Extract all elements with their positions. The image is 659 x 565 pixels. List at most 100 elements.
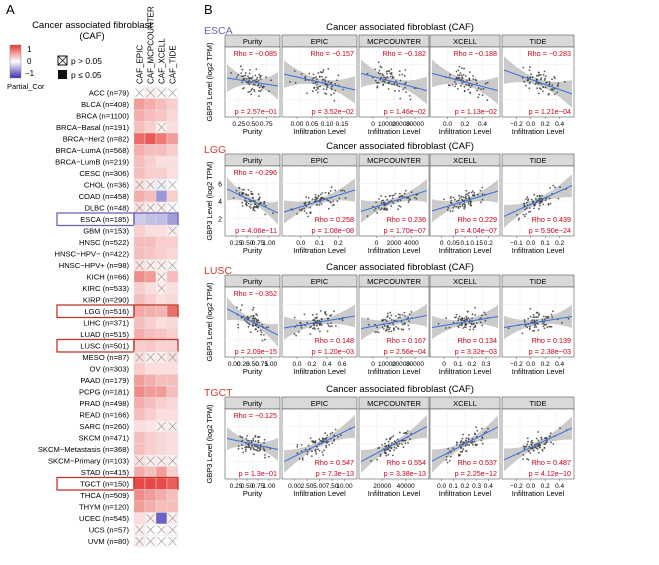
- scatter-point: [471, 190, 474, 193]
- scatter-point: [390, 205, 393, 208]
- scatter-point: [258, 436, 260, 438]
- scatter-point: [376, 330, 378, 333]
- scatter-point: [297, 331, 300, 333]
- scatter-point: [537, 316, 539, 319]
- scatter-point: [457, 74, 459, 76]
- scatter-point: [241, 304, 243, 306]
- scatter-point: [542, 325, 545, 328]
- scatter-point: [397, 208, 399, 211]
- scatter-point: [445, 459, 448, 461]
- scatter-point: [472, 75, 474, 77]
- scatter-point: [552, 443, 555, 445]
- scatter-point: [462, 433, 464, 436]
- scatter-point: [247, 194, 250, 197]
- heatmap-cell: [166, 477, 179, 490]
- scatter-point: [393, 83, 396, 86]
- heatmap-row-label: SKCM−Primary (n=103): [48, 457, 129, 466]
- scatter-point: [383, 318, 385, 321]
- scatter-point: [483, 311, 486, 314]
- facet-fit-line: [283, 189, 356, 213]
- scatter-point: [309, 333, 312, 335]
- facet-fit-line: [431, 190, 499, 212]
- scatter-point: [408, 320, 410, 322]
- scatter-point: [407, 442, 409, 444]
- heatmap-cell: [166, 305, 179, 318]
- heatmap-cell: [133, 512, 146, 525]
- scatter-point: [317, 194, 320, 197]
- facet-p-label: p = 2.09e−15: [235, 347, 277, 356]
- facet-xtick-label: 0.1: [460, 240, 469, 247]
- heatmap-row-label: UVM (n=80): [88, 537, 130, 546]
- scatter-point: [313, 319, 316, 322]
- scatter-point: [551, 316, 554, 319]
- scatter-point: [460, 74, 463, 77]
- scatter-point: [457, 207, 460, 210]
- scatter-point: [325, 444, 327, 447]
- scatter-point: [537, 439, 540, 442]
- heatmap-cell: [166, 282, 179, 295]
- scatter-point: [471, 317, 473, 320]
- scatter-point: [486, 81, 489, 84]
- scatter-point: [455, 83, 457, 86]
- scatter-point: [232, 197, 235, 199]
- facet-rho-label: Rho = −0.125: [233, 411, 277, 420]
- scatter-facet-purity: Purity Rho = −0.296 p = 4.06e−11 0.250.500.…: [224, 153, 281, 255]
- scatter-point: [448, 326, 451, 329]
- heatmap-cell: [155, 385, 168, 398]
- scatter-point: [449, 455, 452, 458]
- scatter-point: [445, 327, 447, 329]
- scatter-point: [525, 213, 527, 215]
- scatter-point: [455, 76, 458, 79]
- scatter-point: [400, 328, 403, 331]
- scatter-point: [465, 189, 468, 192]
- scatter-point: [305, 212, 308, 215]
- scatter-point: [253, 79, 256, 82]
- scatter-point: [528, 211, 530, 213]
- scatter-point: [389, 75, 392, 78]
- facet-xtick-label: 0.25: [230, 483, 243, 490]
- scatter-point: [382, 83, 385, 86]
- scatter-point: [536, 447, 539, 450]
- heatmap-row-label: ESCA (n=185): [80, 215, 129, 224]
- scatter-point: [389, 437, 391, 440]
- scatter-facet-epic: EPIC Rho = 0.258 p = 1.08e−08 0.0 0.1 0.2Infi…: [281, 153, 358, 255]
- scatter-point: [407, 201, 410, 204]
- scatter-point: [404, 439, 407, 442]
- heatmap-cell-nonsig-mark: [168, 226, 177, 236]
- legend-nonsig-cross-b: [57, 55, 68, 66]
- heatmap-cell-nonsig-mark: [168, 525, 177, 535]
- scatter-point: [256, 76, 259, 79]
- scatter-point: [443, 198, 445, 201]
- heatmap-cell: [155, 167, 168, 180]
- heatmap-cell-nonsig-mark: [157, 421, 166, 431]
- scatter-point: [449, 210, 452, 213]
- scatter-point: [557, 197, 560, 200]
- scatter-point: [314, 196, 317, 199]
- heatmap-cell-nonsig-mark: [157, 122, 166, 132]
- scatter-point: [374, 68, 377, 71]
- scatter-ytick: 6: [218, 182, 222, 189]
- scatter-point: [457, 69, 460, 72]
- scatter-point: [255, 324, 258, 327]
- scatter-point: [531, 441, 534, 444]
- facet-xlabel: Infiltration Level: [293, 367, 346, 376]
- scatter-point: [257, 326, 260, 329]
- scatter-point: [479, 189, 482, 192]
- scatter-point: [467, 194, 470, 197]
- heatmap-cell: [155, 500, 168, 513]
- facet-strip-label: XCELL: [453, 399, 477, 408]
- scatter-point: [319, 440, 322, 442]
- heatmap-cell: [144, 109, 157, 122]
- heatmap-cell: [144, 374, 157, 387]
- scatter-point: [326, 317, 329, 320]
- scatter-point: [383, 204, 386, 207]
- heatmap-cell: [144, 190, 157, 203]
- scatter-point: [252, 325, 255, 327]
- scatter-point: [324, 76, 327, 79]
- facet-xtick-label: 0.2: [307, 361, 316, 368]
- scatter-point: [298, 458, 301, 460]
- scatter-point: [331, 325, 333, 327]
- scatter-point: [398, 442, 401, 445]
- scatter-point: [455, 313, 458, 316]
- facet-p-label: p = 1.46e−02: [384, 107, 426, 116]
